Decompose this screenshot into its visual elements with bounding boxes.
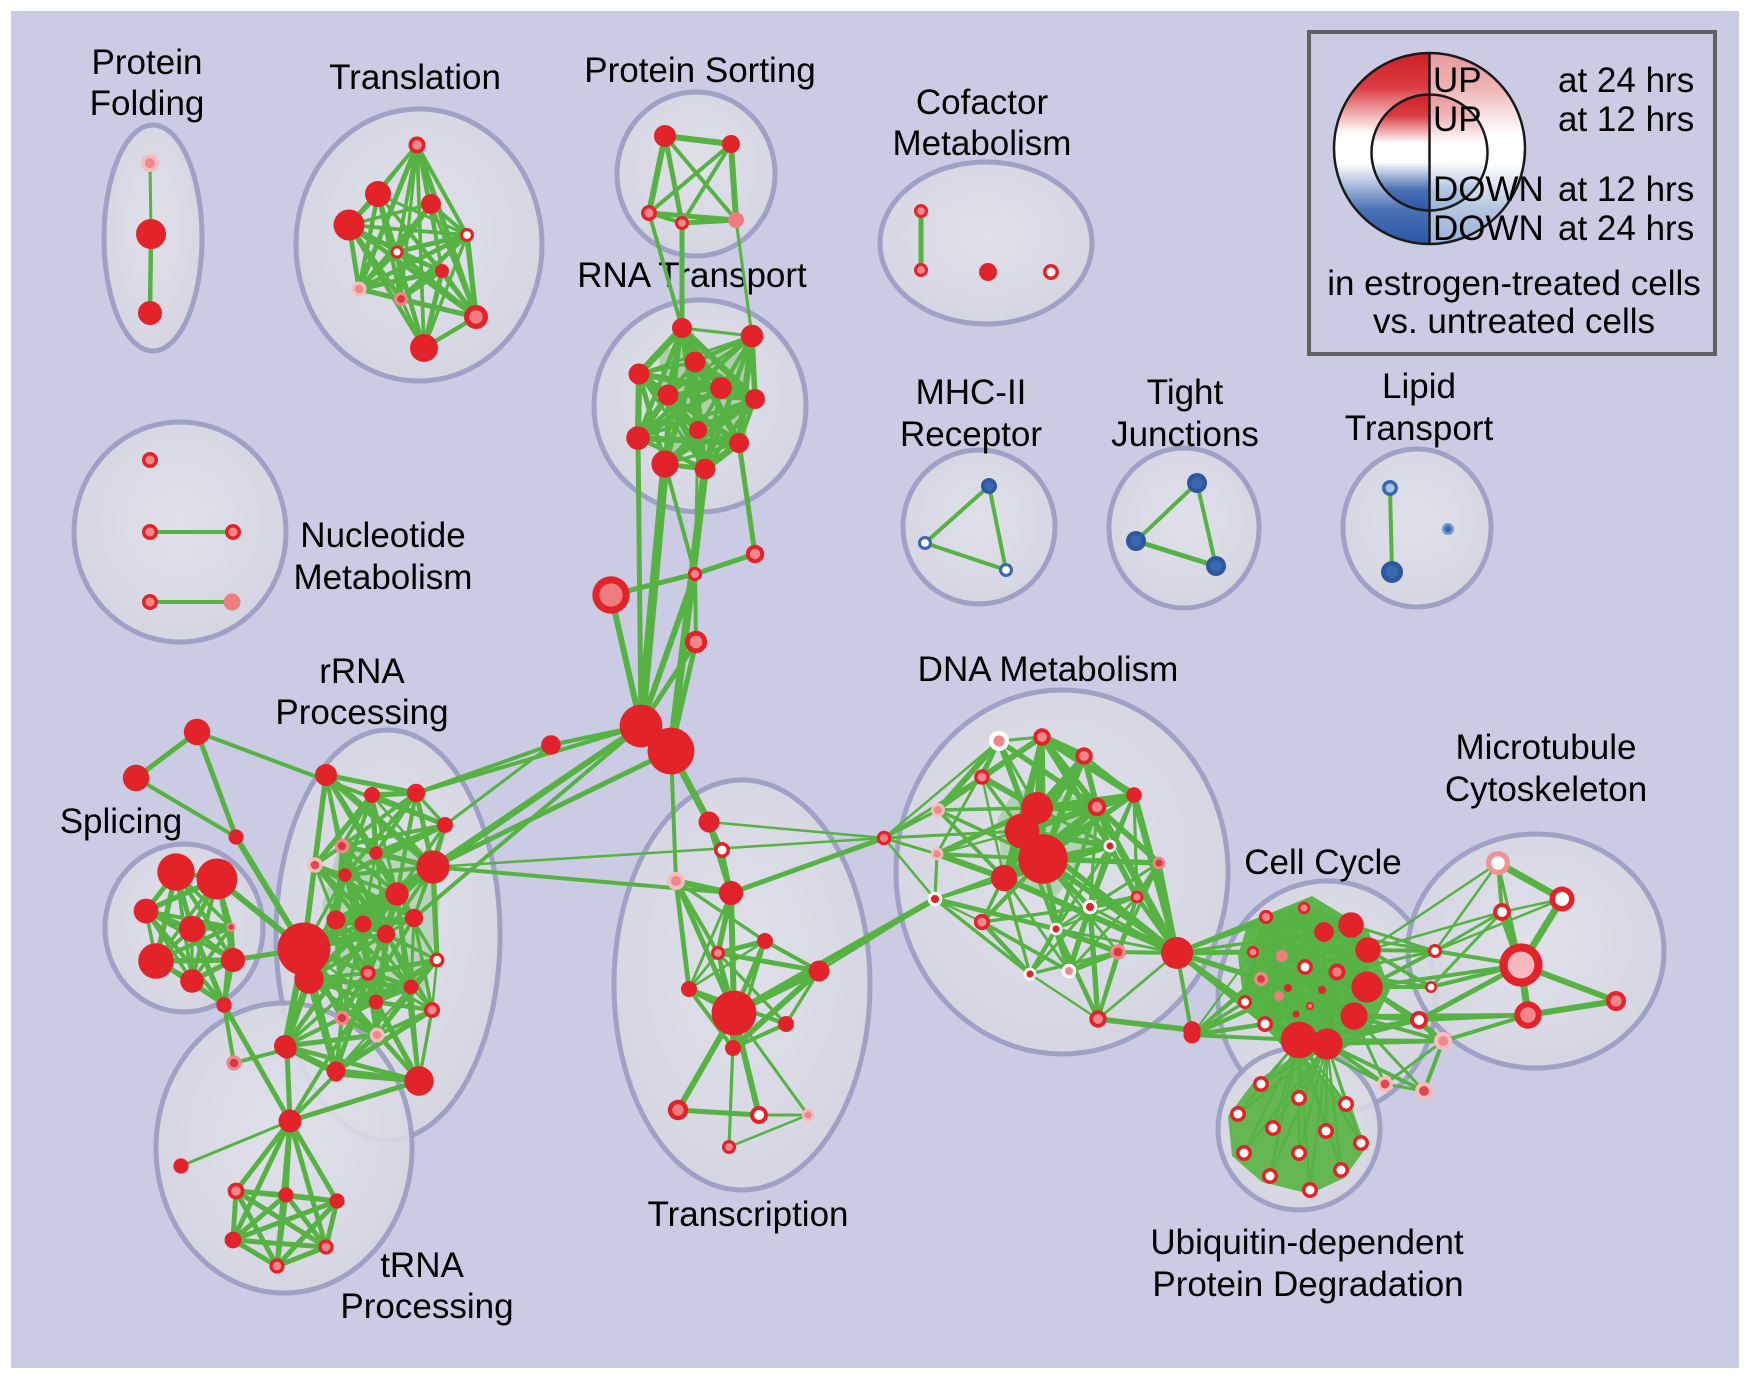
svg-text:Nucleotide: Nucleotide [300, 516, 465, 555]
svg-text:Lipid: Lipid [1382, 367, 1456, 406]
svg-text:Cytoskeleton: Cytoskeleton [1445, 770, 1647, 809]
svg-text:DOWN: DOWN [1433, 209, 1544, 248]
svg-text:RNA Transport: RNA Transport [577, 256, 807, 295]
svg-text:rRNA: rRNA [319, 652, 405, 691]
svg-text:Cell Cycle: Cell Cycle [1244, 843, 1402, 882]
svg-text:Translation: Translation [329, 58, 501, 97]
svg-text:at 24 hrs: at 24 hrs [1558, 61, 1694, 100]
svg-text:in estrogen-treated cells: in estrogen-treated cells [1327, 264, 1701, 303]
svg-text:at 12 hrs: at 12 hrs [1558, 100, 1694, 139]
svg-text:Processing: Processing [340, 1287, 513, 1326]
svg-text:Junctions: Junctions [1111, 415, 1259, 454]
svg-text:Tight: Tight [1147, 373, 1224, 412]
svg-text:UP: UP [1433, 61, 1482, 100]
svg-text:Protein Degradation: Protein Degradation [1152, 1265, 1463, 1304]
svg-text:Microtubule: Microtubule [1456, 728, 1637, 767]
svg-text:Transport: Transport [1345, 409, 1494, 448]
svg-text:Protein: Protein [92, 43, 203, 82]
svg-text:Metabolism: Metabolism [893, 124, 1072, 163]
svg-text:Transcription: Transcription [648, 1195, 849, 1234]
svg-text:Cofactor: Cofactor [916, 83, 1049, 122]
svg-text:Splicing: Splicing [60, 802, 183, 841]
svg-text:tRNA: tRNA [380, 1246, 464, 1285]
svg-text:at 12 hrs: at 12 hrs [1558, 170, 1694, 209]
svg-text:DOWN: DOWN [1433, 170, 1544, 209]
svg-text:Receptor: Receptor [900, 415, 1042, 454]
svg-text:Ubiquitin-dependent: Ubiquitin-dependent [1150, 1223, 1464, 1262]
svg-text:Protein Sorting: Protein Sorting [584, 51, 816, 90]
svg-text:Folding: Folding [90, 84, 205, 123]
svg-text:DNA Metabolism: DNA Metabolism [918, 650, 1179, 689]
svg-text:MHC-II: MHC-II [916, 373, 1027, 412]
svg-text:at 24 hrs: at 24 hrs [1558, 209, 1694, 248]
svg-text:UP: UP [1433, 100, 1482, 139]
svg-text:Processing: Processing [275, 693, 448, 732]
svg-text:vs. untreated cells: vs. untreated cells [1373, 302, 1655, 341]
svg-text:Metabolism: Metabolism [294, 558, 473, 597]
